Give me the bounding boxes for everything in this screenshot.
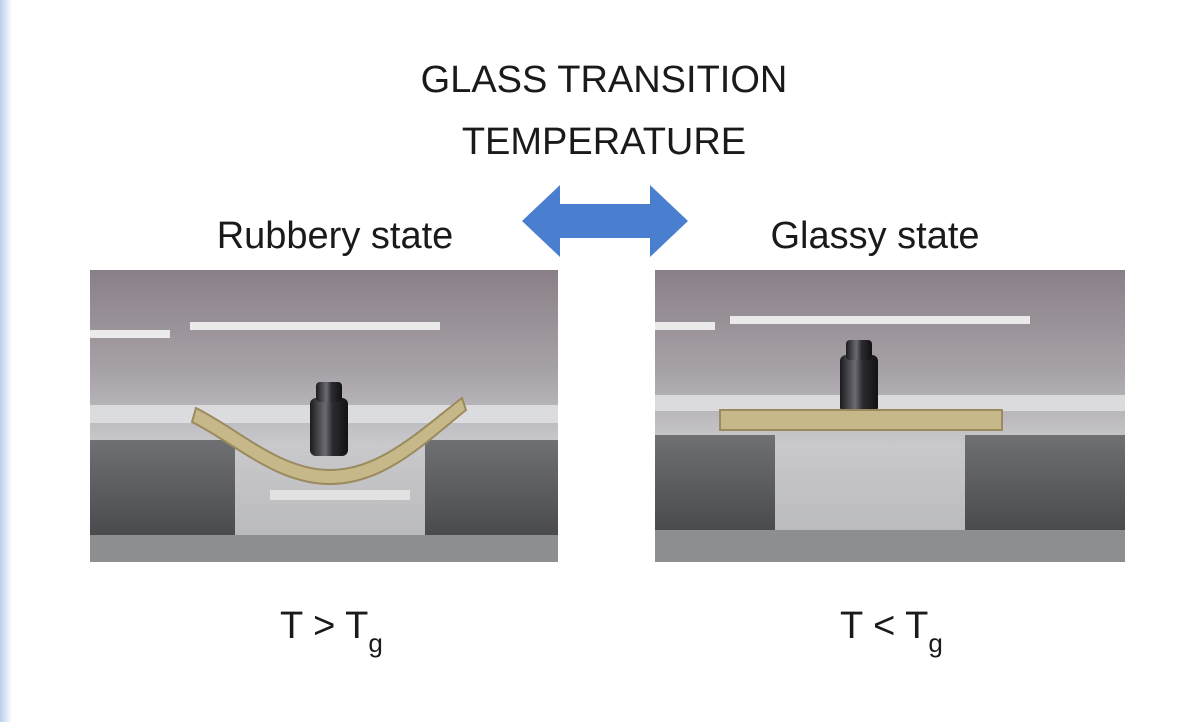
condition-subscript: g [928, 628, 942, 658]
page: {"title": {"lines": ["GLASS TRANSITION",… [0, 0, 1191, 722]
condition: T > Tg [280, 605, 383, 658]
slide: GLASS TRANSITION TEMPERATURE Rubbery sta… [0, 0, 1191, 722]
condition-text: T < T [840, 605, 928, 647]
panel-label: Glassy state [770, 215, 979, 257]
condition: T < Tg [840, 605, 943, 658]
panel-label: Rubbery state [217, 215, 454, 257]
photo-glassy [655, 270, 1125, 562]
double-arrow [522, 185, 688, 257]
condition-subscript: g [368, 628, 382, 658]
title-line: TEMPERATURE [462, 121, 746, 163]
condition-text: T > T [280, 605, 368, 647]
title-line: GLASS TRANSITION [421, 59, 788, 101]
photo-rubbery [90, 270, 558, 562]
slide-edge [0, 0, 12, 722]
